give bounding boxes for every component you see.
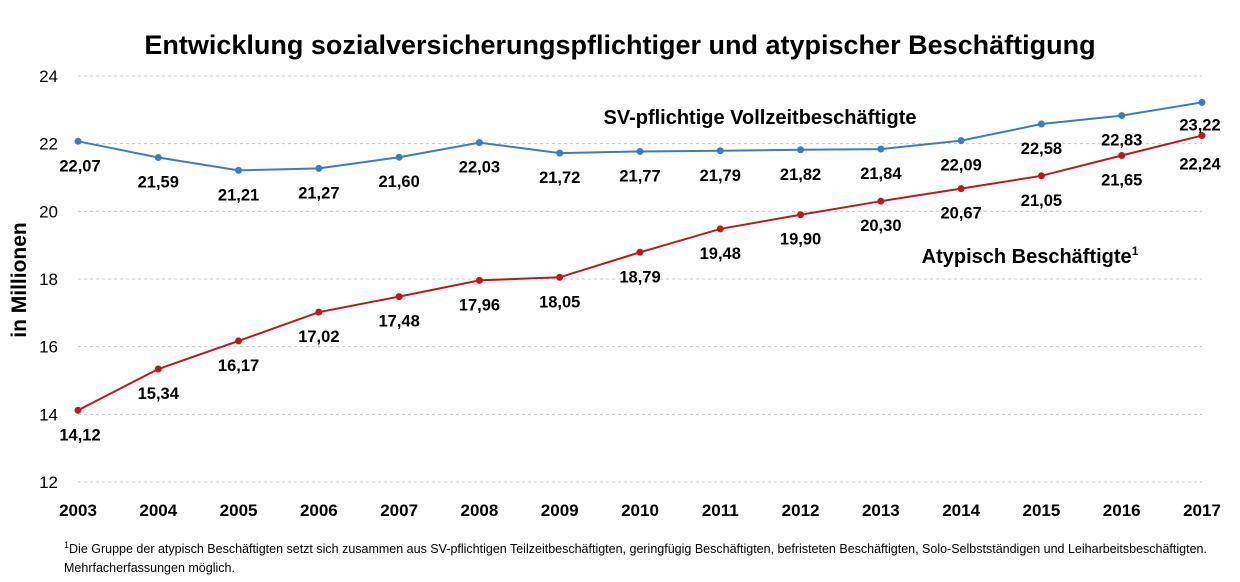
data-label: 21,72 bbox=[539, 169, 580, 187]
series-label-vollzeit: SV-pflichtige Vollzeitbeschäftigte bbox=[603, 107, 916, 129]
data-point bbox=[395, 153, 403, 161]
data-label: 22,83 bbox=[1101, 132, 1142, 150]
data-point bbox=[154, 365, 162, 373]
data-label: 21,82 bbox=[780, 166, 821, 184]
x-tick-label: 2005 bbox=[220, 501, 258, 520]
x-tick-label: 2012 bbox=[782, 501, 820, 520]
data-label: 20,67 bbox=[940, 205, 981, 223]
data-label: 14,12 bbox=[59, 426, 100, 444]
chart-title: Entwicklung sozialversicherungspflichtig… bbox=[144, 30, 1096, 60]
data-point bbox=[1198, 132, 1206, 140]
data-label: 18,05 bbox=[539, 293, 580, 311]
data-point bbox=[556, 273, 564, 281]
data-point bbox=[716, 147, 724, 155]
data-point bbox=[797, 211, 805, 219]
data-point bbox=[315, 308, 323, 316]
data-label: 16,17 bbox=[218, 357, 259, 375]
data-label: 21,27 bbox=[298, 184, 339, 202]
x-tick-label: 2009 bbox=[541, 501, 579, 520]
data-point bbox=[235, 166, 243, 174]
data-point bbox=[315, 164, 323, 172]
y-tick-label: 20 bbox=[39, 202, 58, 221]
x-tick-label: 2013 bbox=[862, 501, 900, 520]
data-point bbox=[475, 276, 483, 284]
y-tick-label: 22 bbox=[39, 135, 58, 154]
x-tick-label: 2006 bbox=[300, 501, 338, 520]
x-tick-label: 2004 bbox=[139, 501, 177, 520]
data-point bbox=[1037, 120, 1045, 128]
data-point bbox=[74, 406, 82, 414]
x-tick-label: 2016 bbox=[1103, 501, 1141, 520]
data-point bbox=[74, 137, 82, 145]
data-label: 23,22 bbox=[1179, 116, 1220, 134]
footnote-marker: 1 bbox=[64, 540, 70, 550]
data-point bbox=[636, 248, 644, 256]
data-point bbox=[556, 149, 564, 157]
data-label: 21,60 bbox=[378, 173, 419, 191]
y-tick-label: 14 bbox=[39, 405, 58, 424]
data-point bbox=[1118, 152, 1126, 160]
y-tick-label: 16 bbox=[39, 338, 58, 357]
data-point bbox=[154, 154, 162, 162]
data-label: 21,59 bbox=[138, 174, 179, 192]
data-label: 22,09 bbox=[940, 157, 981, 175]
data-label: 21,05 bbox=[1021, 192, 1062, 210]
data-point bbox=[797, 146, 805, 154]
series-label-atypisch-sup: 1 bbox=[1132, 244, 1139, 258]
x-tick-label: 2011 bbox=[702, 501, 739, 520]
x-tick-label: 2015 bbox=[1023, 501, 1061, 520]
x-tick-label: 2017 bbox=[1183, 501, 1221, 520]
data-label: 21,77 bbox=[619, 167, 660, 185]
data-label: 22,03 bbox=[459, 159, 500, 177]
data-label: 19,90 bbox=[780, 231, 821, 249]
data-point bbox=[877, 197, 885, 205]
data-point bbox=[636, 147, 644, 155]
data-label: 22,58 bbox=[1021, 140, 1062, 158]
data-point bbox=[475, 139, 483, 147]
data-label: 21,21 bbox=[218, 186, 259, 204]
footnote: 1Die Gruppe der atypisch Beschäftigten s… bbox=[64, 536, 1224, 578]
x-tick-label: 2007 bbox=[380, 501, 418, 520]
series-label-atypisch: Atypisch Beschäftigte1 bbox=[922, 244, 1139, 268]
data-label: 21,84 bbox=[860, 165, 902, 183]
y-axis-label: in Millionen bbox=[8, 222, 31, 338]
footnote-text: Die Gruppe der atypisch Beschäftigten se… bbox=[64, 542, 1207, 576]
data-label: 15,34 bbox=[138, 385, 180, 403]
data-label: 17,48 bbox=[378, 313, 419, 331]
x-axis-ticks: 2003 2004 2005 2006 2007 2008 2009 2010 2011 2012… bbox=[59, 501, 1221, 520]
x-tick-label: 2003 bbox=[59, 501, 97, 520]
data-point bbox=[1037, 172, 1045, 180]
data-point bbox=[395, 293, 403, 301]
y-tick-label: 18 bbox=[39, 270, 58, 289]
x-tick-label: 2008 bbox=[461, 501, 499, 520]
data-point bbox=[716, 225, 724, 233]
data-point bbox=[1118, 112, 1126, 120]
data-labels: 22,07 21,59 21,21 21,27 21,60 22,03 21,72 21,77… bbox=[59, 107, 1221, 444]
x-tick-label: 2014 bbox=[942, 501, 980, 520]
data-point bbox=[235, 337, 243, 345]
data-label: 22,24 bbox=[1179, 156, 1221, 174]
data-label: 21,79 bbox=[700, 167, 741, 185]
data-point bbox=[877, 145, 885, 153]
y-axis-ticks: 12 14 16 18 20 22 24 bbox=[39, 67, 58, 492]
gridlines bbox=[78, 75, 1202, 483]
data-label: 17,96 bbox=[459, 296, 500, 314]
data-label: 22,07 bbox=[59, 157, 100, 175]
data-label: 20,30 bbox=[860, 217, 901, 235]
data-point bbox=[957, 137, 965, 145]
series-layer bbox=[74, 98, 1206, 414]
y-tick-label: 24 bbox=[39, 67, 58, 86]
series-label-atypisch-name: Atypisch Beschäftigte bbox=[922, 246, 1132, 268]
data-point bbox=[1198, 98, 1206, 106]
y-tick-label: 12 bbox=[39, 473, 58, 492]
data-point bbox=[957, 185, 965, 193]
data-label: 19,48 bbox=[700, 245, 741, 263]
data-label: 21,65 bbox=[1101, 172, 1142, 190]
data-label: 18,79 bbox=[619, 268, 660, 286]
x-tick-label: 2010 bbox=[621, 501, 659, 520]
data-label: 17,02 bbox=[298, 328, 339, 346]
